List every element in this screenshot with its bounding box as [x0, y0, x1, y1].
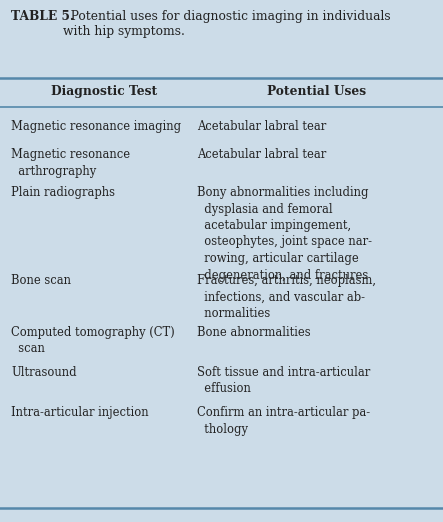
- Text: Acetabular labral tear: Acetabular labral tear: [197, 148, 326, 161]
- Text: Fractures, arthritis, neoplasm,
  infections, and vascular ab-
  normalities: Fractures, arthritis, neoplasm, infectio…: [197, 274, 376, 320]
- Text: Confirm an intra-articular pa-
  thology: Confirm an intra-articular pa- thology: [197, 406, 370, 435]
- Text: Intra-articular injection: Intra-articular injection: [11, 406, 149, 419]
- Text: Diagnostic Test: Diagnostic Test: [51, 85, 157, 98]
- Text: Potential uses for diagnostic imaging in individuals
with hip symptoms.: Potential uses for diagnostic imaging in…: [63, 10, 391, 38]
- Text: Magnetic resonance
  arthrography: Magnetic resonance arthrography: [11, 148, 130, 177]
- Text: TABLE 5.: TABLE 5.: [11, 10, 74, 23]
- Text: Ultrasound: Ultrasound: [11, 366, 77, 379]
- Text: Bone abnormalities: Bone abnormalities: [197, 326, 311, 339]
- Text: Magnetic resonance imaging: Magnetic resonance imaging: [11, 120, 181, 133]
- Text: Acetabular labral tear: Acetabular labral tear: [197, 120, 326, 133]
- Text: Bone scan: Bone scan: [11, 274, 71, 287]
- Text: Plain radiographs: Plain radiographs: [11, 186, 115, 199]
- Text: Soft tissue and intra-articular
  effusion: Soft tissue and intra-articular effusion: [197, 366, 370, 396]
- Text: Potential Uses: Potential Uses: [267, 85, 365, 98]
- Text: Computed tomography (CT)
  scan: Computed tomography (CT) scan: [11, 326, 175, 355]
- Text: Bony abnormalities including
  dysplasia and femoral
  acetabular impingement,
 : Bony abnormalities including dysplasia a…: [197, 186, 372, 281]
